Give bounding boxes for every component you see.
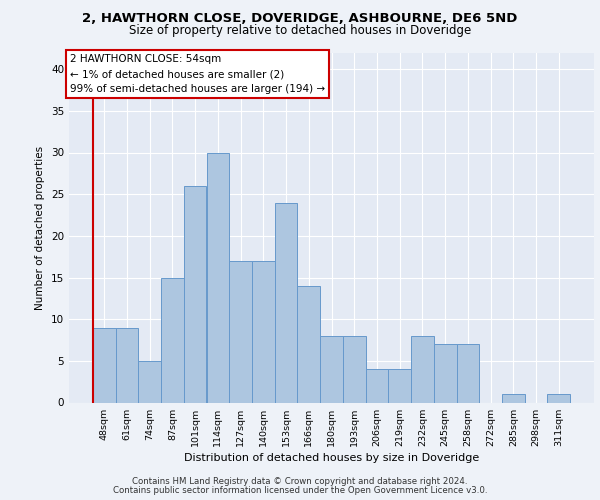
Bar [320, 336, 343, 402]
Bar [229, 261, 252, 402]
Text: Size of property relative to detached houses in Doveridge: Size of property relative to detached ho… [129, 24, 471, 37]
X-axis label: Distribution of detached houses by size in Doveridge: Distribution of detached houses by size … [184, 452, 479, 462]
Bar [206, 152, 229, 402]
Bar [434, 344, 457, 403]
Bar [116, 328, 139, 402]
Text: Contains HM Land Registry data © Crown copyright and database right 2024.: Contains HM Land Registry data © Crown c… [132, 478, 468, 486]
Bar [547, 394, 570, 402]
Bar [298, 286, 320, 403]
Bar [388, 369, 411, 402]
Bar [161, 278, 184, 402]
Bar [365, 369, 388, 402]
Y-axis label: Number of detached properties: Number of detached properties [35, 146, 46, 310]
Bar [343, 336, 365, 402]
Text: 2, HAWTHORN CLOSE, DOVERIDGE, ASHBOURNE, DE6 5ND: 2, HAWTHORN CLOSE, DOVERIDGE, ASHBOURNE,… [82, 12, 518, 24]
Text: 2 HAWTHORN CLOSE: 54sqm
← 1% of detached houses are smaller (2)
99% of semi-deta: 2 HAWTHORN CLOSE: 54sqm ← 1% of detached… [70, 54, 325, 94]
Bar [502, 394, 524, 402]
Bar [93, 328, 116, 402]
Bar [411, 336, 434, 402]
Bar [457, 344, 479, 403]
Bar [184, 186, 206, 402]
Bar [275, 202, 298, 402]
Bar [139, 361, 161, 403]
Text: Contains public sector information licensed under the Open Government Licence v3: Contains public sector information licen… [113, 486, 487, 495]
Bar [252, 261, 275, 402]
